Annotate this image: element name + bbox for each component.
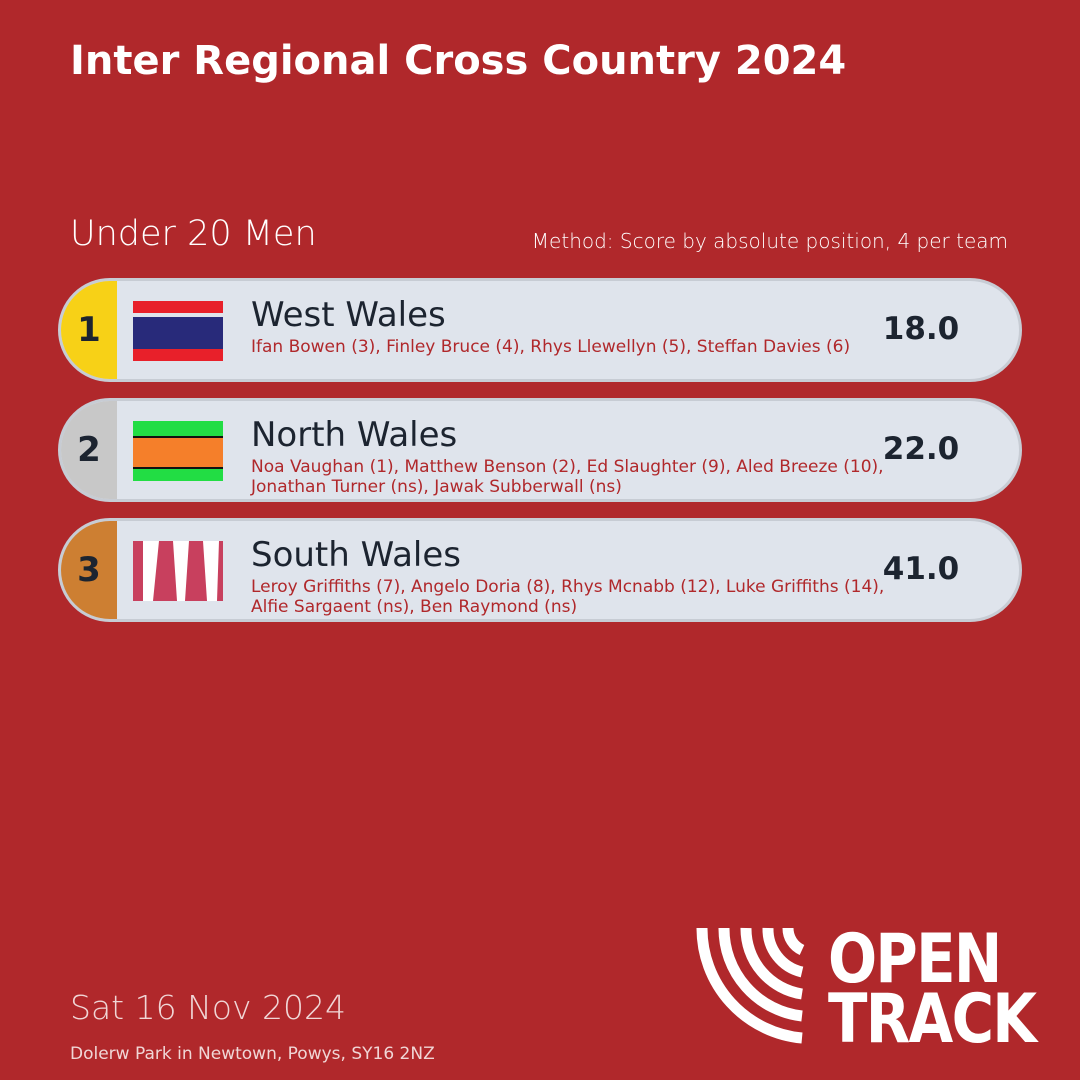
flag <box>133 421 223 481</box>
rank: 2 <box>61 401 117 499</box>
score: 18.0 <box>882 311 960 347</box>
logo-text: TRACK <box>828 980 1037 1059</box>
team-row: 2 North Wales Noa Vaughan (1), Matthew B… <box>58 398 1022 502</box>
rank: 1 <box>61 281 117 379</box>
title: Inter Regional Cross Country 2024 <box>70 38 847 84</box>
score: 22.0 <box>882 431 960 467</box>
flag <box>133 301 223 361</box>
team-name: West Wales <box>251 295 446 335</box>
score: 41.0 <box>882 551 960 587</box>
rank: 3 <box>61 521 117 619</box>
method: Method: Score by absolute position, 4 pe… <box>531 229 1008 253</box>
logo-text: OPEN <box>828 920 1002 999</box>
venue: Dolerw Park in Newtown, Powys, SY16 2NZ <box>70 1044 435 1064</box>
team-row: 1 West Wales Ifan Bowen (3), Finley Bruc… <box>58 278 1022 382</box>
date: Sat 16 Nov 2024 <box>70 988 346 1027</box>
team-name: North Wales <box>251 415 458 455</box>
team-members: Ifan Bowen (3), Finley Bruce (4), Rhys L… <box>251 337 851 357</box>
team-members: Noa Vaughan (1), Matthew Benson (2), Ed … <box>251 457 884 497</box>
team-name: South Wales <box>251 535 461 575</box>
team-members: Leroy Griffiths (7), Angelo Doria (8), R… <box>251 577 885 617</box>
category: Under 20 Men <box>70 214 317 254</box>
flag <box>133 541 223 601</box>
team-row: 3 South Wales Leroy Griffiths (7), Angel… <box>58 518 1022 622</box>
logo-mark <box>696 927 805 1044</box>
